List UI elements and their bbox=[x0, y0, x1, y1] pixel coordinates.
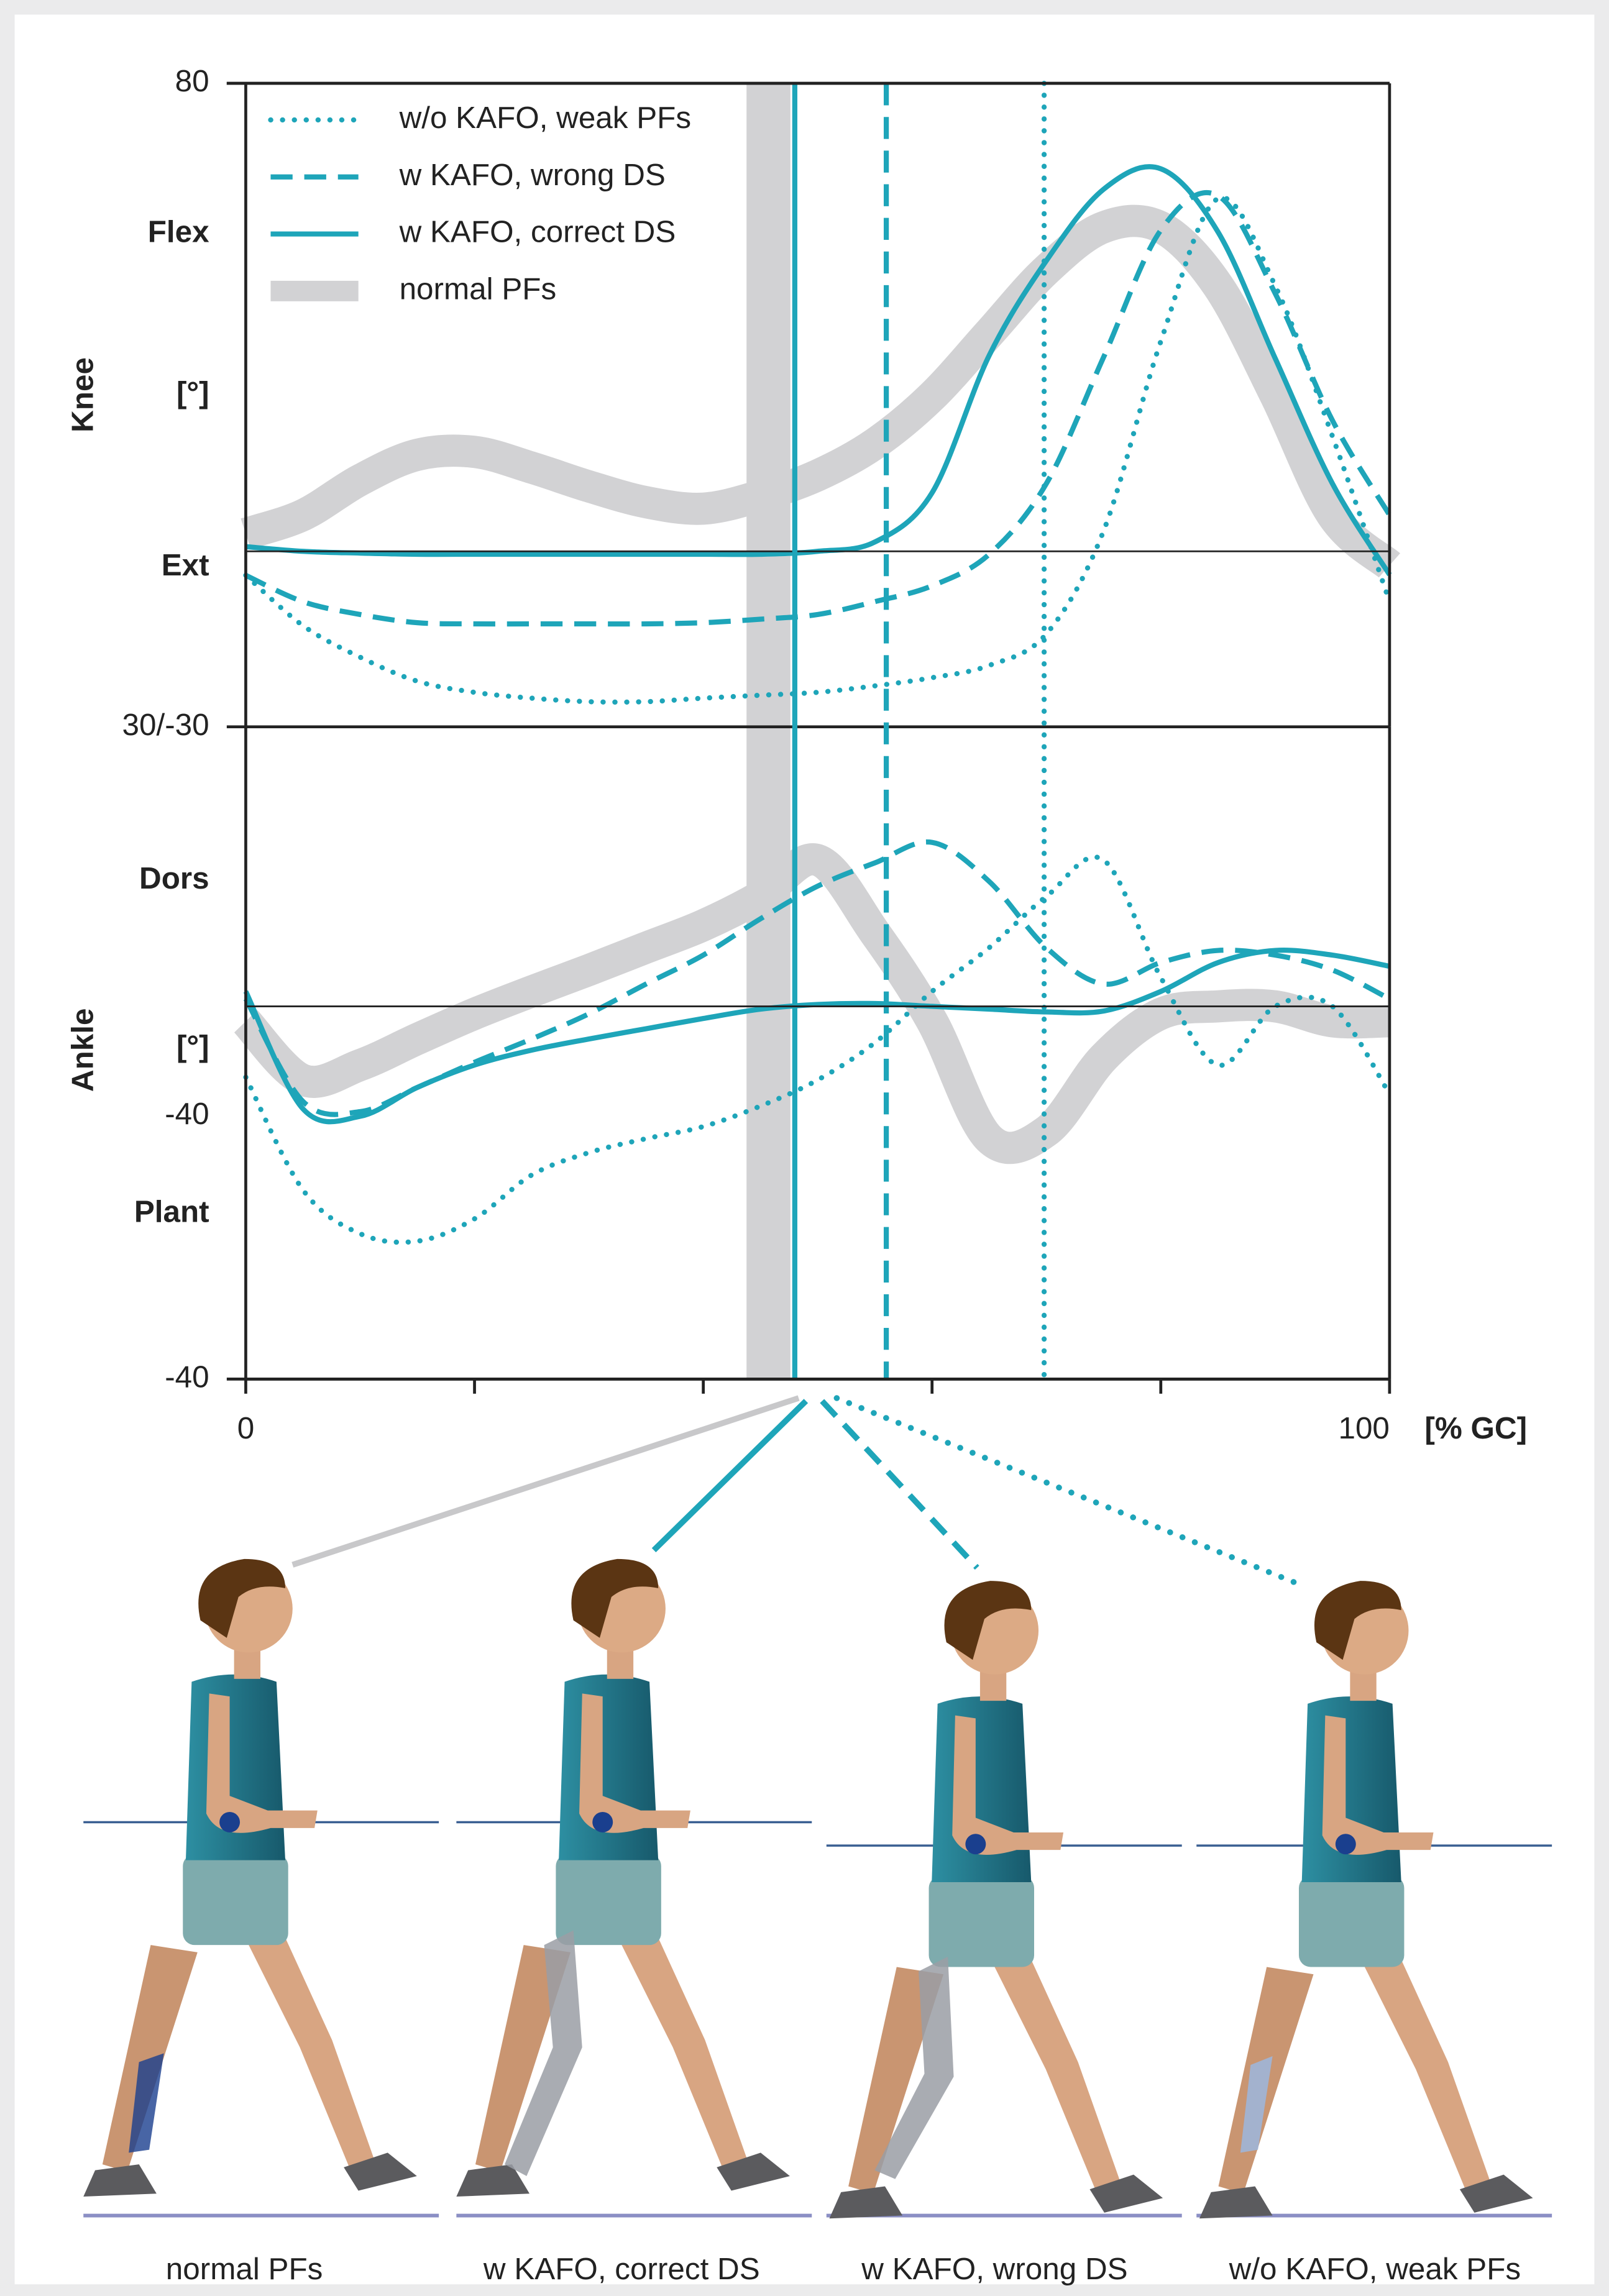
background-layer bbox=[746, 83, 791, 1379]
axis-unit: [°] bbox=[176, 376, 209, 410]
x-tick-label: 100 bbox=[1338, 1411, 1389, 1445]
figure-caption: w KAFO, wrong DS bbox=[861, 2252, 1127, 2286]
x-tick-label: 0 bbox=[237, 1411, 254, 1445]
axis-label: Flex bbox=[148, 215, 209, 249]
axis-label: Ext bbox=[162, 548, 209, 582]
legend-label: w KAFO, correct DS bbox=[399, 215, 676, 249]
figure-caption: w/o KAFO, weak PFs bbox=[1229, 2252, 1521, 2286]
axis-label: Dors bbox=[139, 861, 209, 895]
x-axis-title: [% GC] bbox=[1424, 1411, 1527, 1445]
legend-label: w KAFO, wrong DS bbox=[399, 158, 666, 192]
figure-caption: w KAFO, correct DS bbox=[483, 2252, 760, 2286]
axis-label: Plant bbox=[134, 1194, 209, 1228]
axis-unit: [°] bbox=[176, 1030, 209, 1064]
page: {"chart_data": [ {"type": "line", "ylabe… bbox=[0, 0, 1609, 2296]
y-tick-label: 30/-30 bbox=[122, 708, 209, 742]
y-axis-title: Ankle bbox=[66, 1009, 100, 1092]
y-tick-label: -40 bbox=[165, 1360, 209, 1394]
axis-note: -40 bbox=[165, 1097, 209, 1131]
y-tick-label: 80 bbox=[175, 64, 209, 98]
figure-caption: normal PFs bbox=[166, 2252, 323, 2286]
legend-label: w/o KAFO, weak PFs bbox=[399, 101, 691, 135]
legend-label: normal PFs bbox=[400, 272, 557, 306]
figure: normal PFs w KAFO, correct DS w KAFO, wr… bbox=[0, 0, 1609, 2296]
y-axis-title: Knee bbox=[66, 357, 100, 432]
event-band bbox=[746, 83, 791, 1379]
